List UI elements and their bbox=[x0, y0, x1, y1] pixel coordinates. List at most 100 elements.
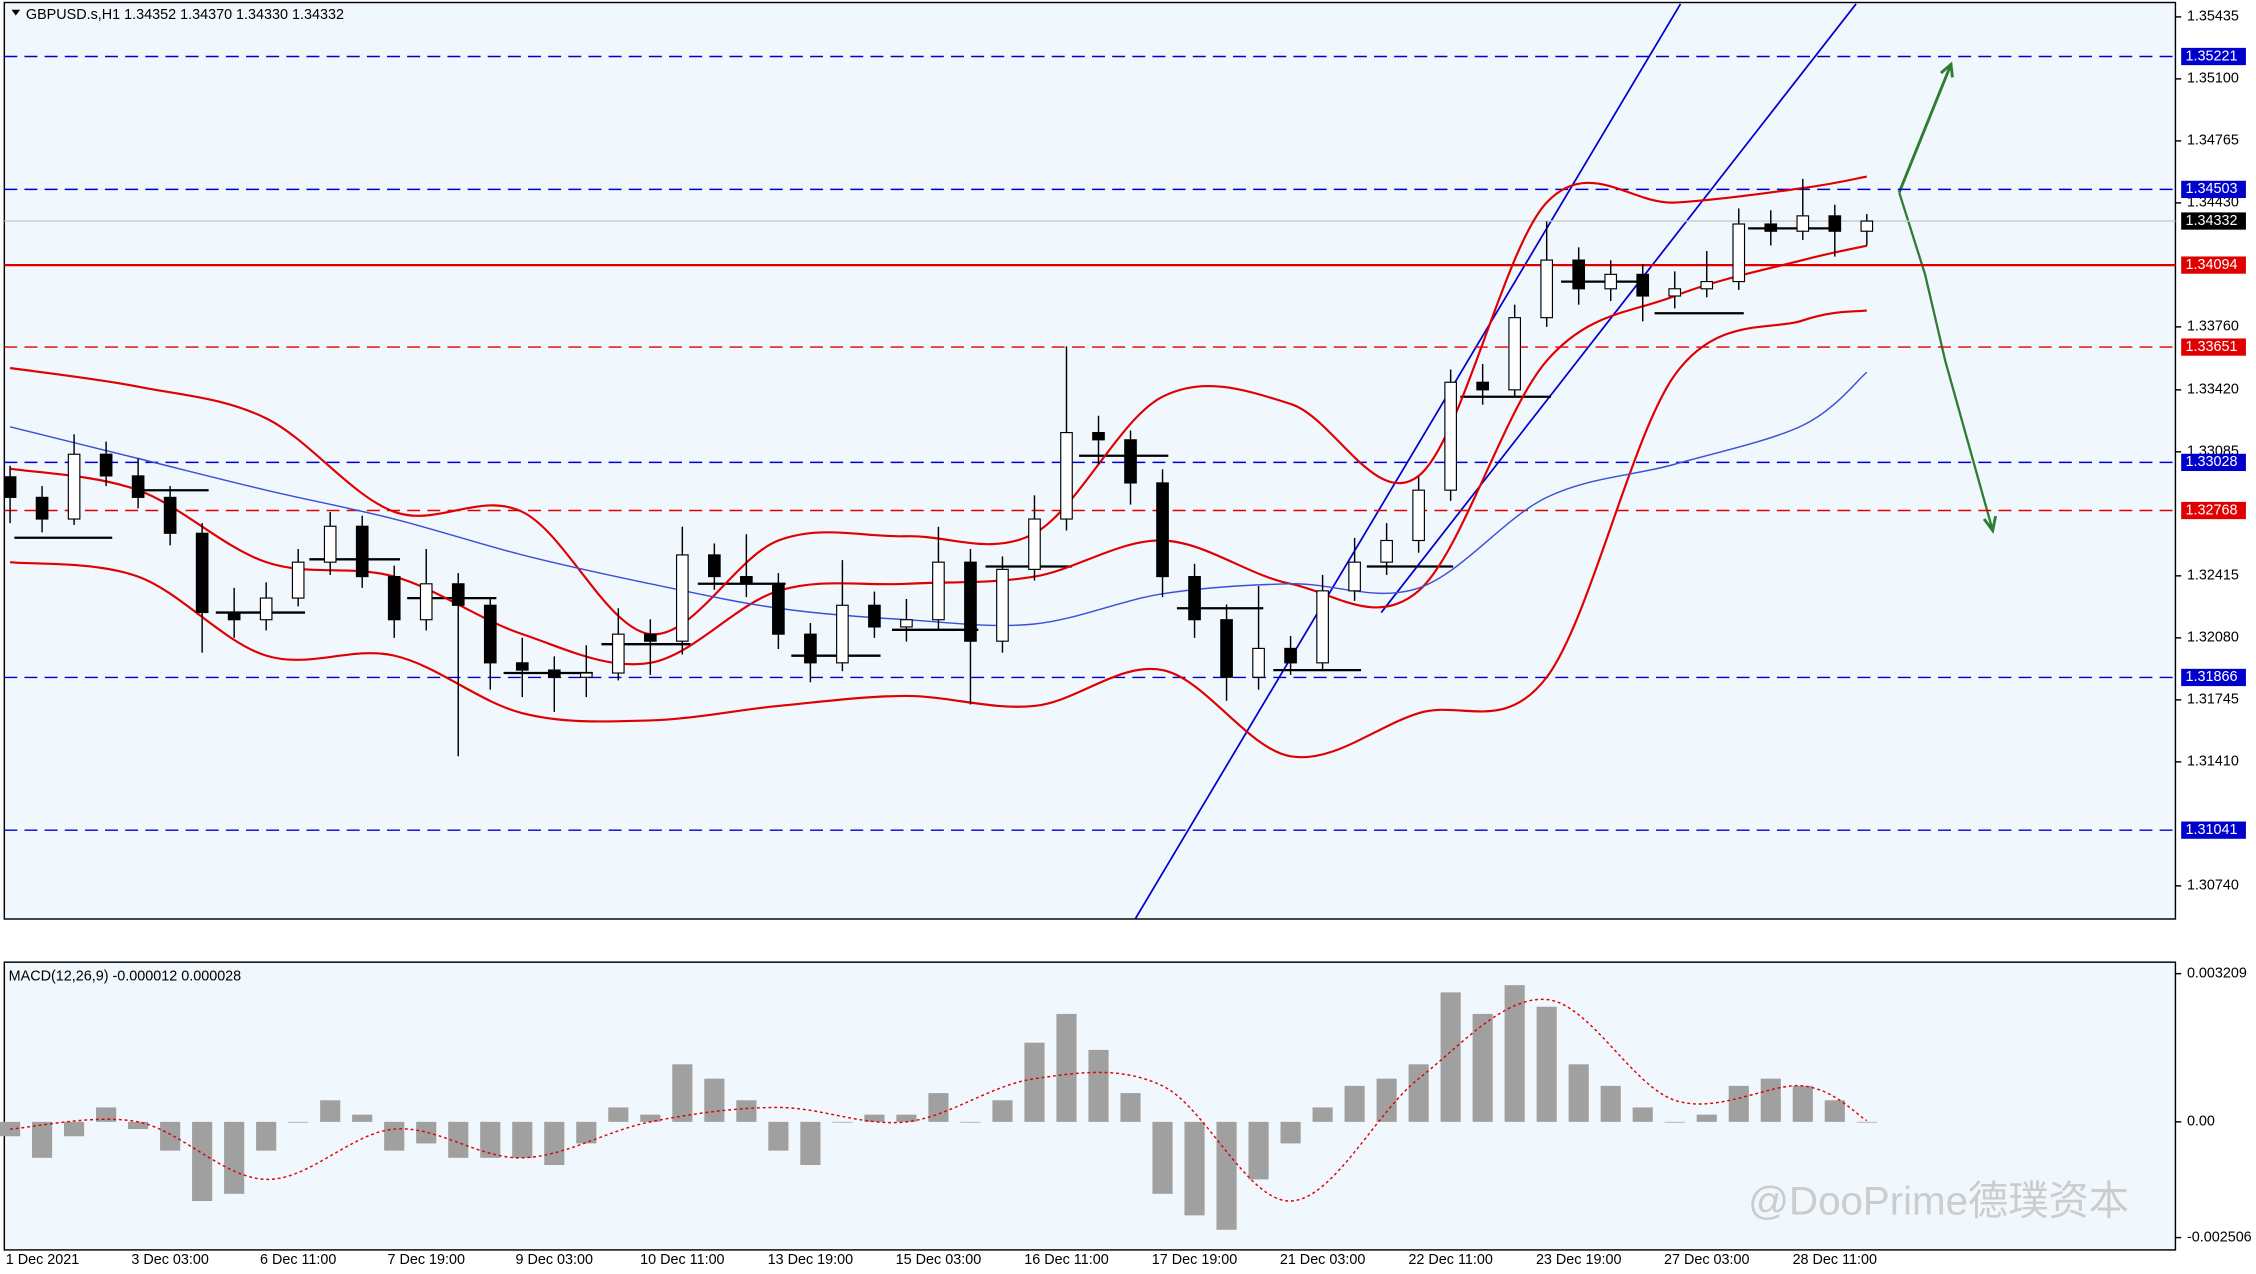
macd-bar bbox=[1024, 1042, 1045, 1122]
level-label-box bbox=[2181, 47, 2246, 66]
candle-body bbox=[547, 669, 561, 678]
macd-bar bbox=[544, 1121, 565, 1166]
candle-body bbox=[772, 583, 785, 635]
level-label: 1.34503 bbox=[2186, 181, 2238, 197]
macd-bar bbox=[864, 1114, 885, 1122]
macd-signal bbox=[10, 998, 1868, 1202]
macd-bar bbox=[1696, 1114, 1717, 1122]
y-tick-label: 1.32080 bbox=[2187, 630, 2239, 646]
macd-bar bbox=[896, 1114, 917, 1122]
macd-bar bbox=[1280, 1121, 1301, 1144]
macd-bar bbox=[928, 1093, 949, 1122]
macd-bar bbox=[960, 1121, 981, 1123]
candle-body bbox=[1860, 220, 1874, 232]
candle-body bbox=[1796, 215, 1810, 232]
macd-y-tick-label: 0.00 bbox=[2187, 1114, 2215, 1130]
x-tick-label: 1 Dec 2021 bbox=[6, 1252, 80, 1268]
candle-body bbox=[1508, 317, 1522, 391]
x-tick-label: 23 Dec 19:00 bbox=[1536, 1252, 1622, 1268]
macd-bar bbox=[800, 1121, 821, 1166]
macd-y-tick-label: -0.002506 bbox=[2187, 1229, 2252, 1245]
candle-body bbox=[1316, 590, 1329, 664]
macd-bar bbox=[1056, 1013, 1077, 1122]
macd-bar bbox=[480, 1121, 501, 1158]
indicator-line bbox=[9, 309, 1867, 759]
macd-bar bbox=[576, 1121, 597, 1144]
macd-bar bbox=[256, 1121, 277, 1151]
macd-bar bbox=[416, 1121, 437, 1144]
x-tick-label: 15 Dec 03:00 bbox=[896, 1252, 982, 1268]
macd-bar bbox=[1472, 1013, 1493, 1122]
candle-body bbox=[1028, 518, 1041, 570]
candle-body bbox=[1668, 288, 1682, 297]
macd-bar bbox=[512, 1121, 533, 1158]
macd-bar bbox=[1216, 1121, 1237, 1230]
macd-bar bbox=[352, 1114, 373, 1122]
candle-body bbox=[67, 453, 81, 520]
candle-body bbox=[1060, 432, 1073, 520]
candle-body bbox=[579, 672, 593, 678]
macd-bar bbox=[384, 1121, 405, 1151]
candle-body bbox=[35, 496, 49, 520]
candle-body bbox=[611, 633, 625, 674]
candle-body bbox=[1476, 381, 1489, 391]
candle-body bbox=[1348, 561, 1361, 592]
candle-body bbox=[483, 604, 497, 664]
y-tick-label: 1.33760 bbox=[2187, 319, 2239, 335]
macd-bar bbox=[1824, 1100, 1845, 1122]
candle-body bbox=[1828, 215, 1842, 232]
level-label-box bbox=[2181, 821, 2246, 839]
candle-body bbox=[451, 583, 465, 606]
y-tick-label: 1.33420 bbox=[2187, 382, 2239, 398]
current-price-box bbox=[2181, 212, 2246, 230]
macd-title: MACD(12,26,9) -0.000012 0.000028 bbox=[9, 968, 242, 984]
x-tick-label: 22 Dec 11:00 bbox=[1408, 1252, 1492, 1268]
candle-body bbox=[740, 576, 753, 585]
macd-bar bbox=[1120, 1093, 1141, 1122]
forecast-arrows bbox=[1897, 61, 1997, 534]
candle-body bbox=[996, 568, 1009, 642]
macd-bar bbox=[1312, 1107, 1333, 1122]
candle-body bbox=[163, 496, 177, 534]
indicator-line bbox=[9, 175, 1868, 636]
macd-bar bbox=[1504, 985, 1525, 1122]
macd-bar bbox=[32, 1121, 53, 1158]
current-price-label: 1.34332 bbox=[2186, 213, 2238, 229]
header: GBPUSD.s,H1 1.34352 1.34370 1.34330 1.34… bbox=[26, 7, 344, 23]
level-label: 1.31866 bbox=[2186, 669, 2238, 685]
level-label: 1.35221 bbox=[2186, 48, 2238, 64]
x-tick-label: 7 Dec 19:00 bbox=[387, 1252, 465, 1268]
candle-body bbox=[3, 476, 17, 498]
candle-body bbox=[900, 619, 913, 628]
macd-bar bbox=[1184, 1121, 1205, 1216]
macd-bar bbox=[0, 1121, 21, 1137]
macd-bar bbox=[736, 1100, 757, 1122]
candle-body bbox=[227, 611, 241, 621]
x-tick-label: 10 Dec 11:00 bbox=[640, 1252, 724, 1268]
candle-body bbox=[964, 561, 977, 642]
macd-bar bbox=[1792, 1085, 1813, 1122]
candle-body bbox=[1636, 273, 1650, 297]
candle-body bbox=[868, 604, 881, 628]
macd-bar bbox=[640, 1114, 661, 1122]
y-tick-label: 1.31410 bbox=[2187, 754, 2239, 770]
level-label: 1.32768 bbox=[2186, 502, 2238, 518]
macd-bar bbox=[608, 1107, 629, 1122]
x-tick-label: 9 Dec 03:00 bbox=[516, 1252, 594, 1268]
candle-body bbox=[676, 554, 689, 642]
y-tick-label: 1.35435 bbox=[2187, 9, 2239, 25]
macd-bar bbox=[768, 1121, 789, 1151]
price-pane bbox=[3, 1, 2177, 920]
macd-y-tick-label: 0.003209 bbox=[2187, 965, 2247, 981]
menu-triangle bbox=[11, 9, 21, 16]
macd-bar bbox=[1248, 1121, 1269, 1180]
macd-bar bbox=[672, 1064, 693, 1122]
x-tick-label: 27 Dec 03:00 bbox=[1664, 1252, 1750, 1268]
macd-bar bbox=[1152, 1121, 1173, 1194]
level-label-box bbox=[2181, 453, 2246, 472]
macd-bar bbox=[160, 1121, 181, 1151]
macd-bar bbox=[1664, 1121, 1685, 1123]
candle-body bbox=[1124, 439, 1137, 484]
